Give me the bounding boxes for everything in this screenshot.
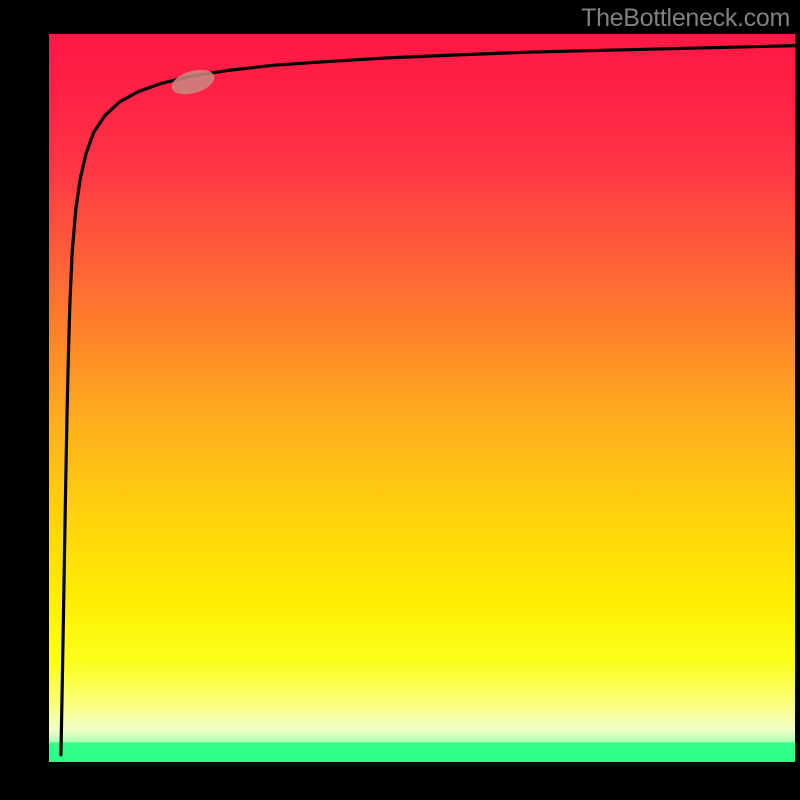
plot-green-band [49, 742, 795, 762]
watermark-text: TheBottleneck.com [581, 4, 790, 33]
plot-background-gradient [49, 34, 795, 762]
chart-container: TheBottleneck.com [0, 0, 800, 800]
chart-svg [0, 0, 800, 800]
